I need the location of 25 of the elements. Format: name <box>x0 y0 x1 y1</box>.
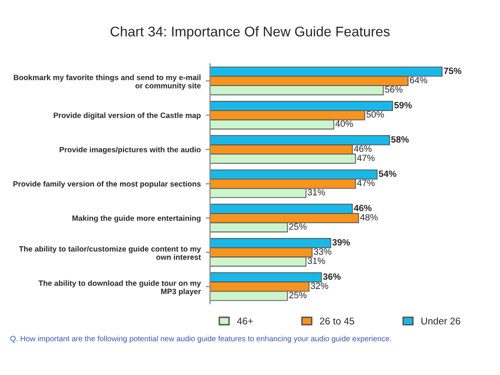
data-label: 56% <box>385 86 402 93</box>
data-label: 31% <box>308 258 326 264</box>
data-label: 39% <box>332 239 350 246</box>
legend-label: 46+ <box>237 318 253 324</box>
legend-label: 26 to 45 <box>320 318 354 324</box>
data-label: 33% <box>314 248 332 255</box>
data-label: 46% <box>354 145 372 152</box>
data-label: 48% <box>360 214 378 220</box>
data-label: 54% <box>378 170 396 177</box>
data-label: 25% <box>289 223 307 230</box>
data-label: 47% <box>357 154 375 162</box>
chart-title: Chart 34: Importance Of New Guide Features <box>110 26 390 40</box>
data-label: 64% <box>410 76 428 84</box>
data-label: 31% <box>308 189 326 196</box>
data-label: 32% <box>310 282 328 290</box>
data-label: 47% <box>357 180 375 186</box>
data-label: 59% <box>394 102 412 108</box>
data-label: 75% <box>444 68 462 74</box>
data-label: 46% <box>354 204 372 212</box>
legend-label: Under 26 <box>421 317 460 324</box>
data-label: 25% <box>289 292 307 298</box>
data-label: 58% <box>391 136 409 143</box>
data-label: 40% <box>335 120 353 127</box>
data-label: 50% <box>366 111 384 118</box>
data-label: 36% <box>323 273 341 280</box>
